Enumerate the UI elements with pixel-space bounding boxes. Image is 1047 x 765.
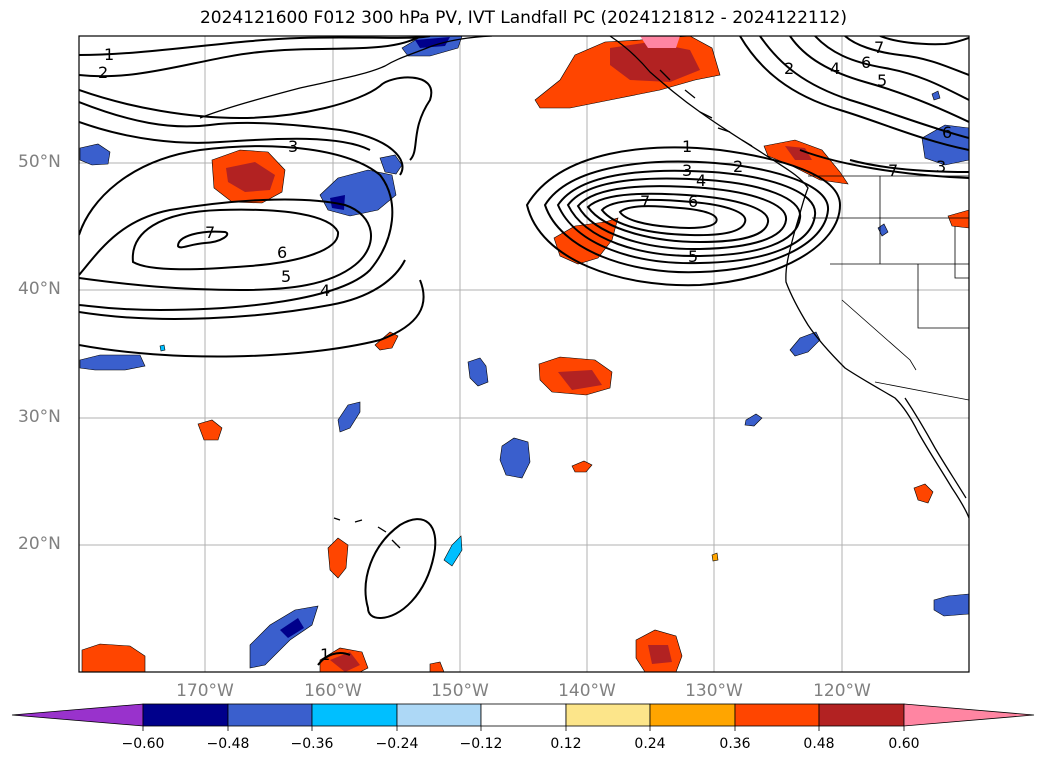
colorbar-tick: 0.12: [550, 736, 582, 752]
contour-label: 7: [888, 161, 898, 180]
map-frame: [78, 35, 970, 673]
contour-label: 3: [936, 157, 946, 176]
lon-label-120w: 120°W: [813, 681, 871, 701]
lon-label-140w: 140°W: [558, 681, 616, 701]
colorbar-tick: −0.48: [206, 736, 250, 752]
borders: [808, 175, 969, 401]
colorbar-tick: 0.36: [719, 736, 751, 752]
colorbar-tick: 0.24: [634, 736, 666, 752]
colorbar-tick: −0.24: [375, 736, 419, 752]
contour-label: 1: [682, 137, 692, 156]
lon-label-130w: 130°W: [685, 681, 743, 701]
contour-label: 2: [98, 63, 108, 82]
coastlines: [199, 36, 969, 549]
map-title: 2024121600 F012 300 hPa PV, IVT Landfall…: [199, 8, 847, 28]
contour-label: 7: [874, 38, 884, 57]
lon-label-170w: 170°W: [176, 681, 234, 701]
contour-label: 2: [784, 59, 794, 78]
colorbar: [11, 703, 1035, 731]
contour-label: 6: [688, 192, 698, 211]
pv-contours-east: [525, 146, 842, 287]
contour-label: 6: [942, 123, 952, 142]
lat-label-20n: 20°N: [18, 534, 61, 554]
contour-label: 4: [320, 281, 330, 300]
contour-label: 2: [733, 157, 743, 176]
contour-label: 7: [640, 192, 650, 211]
colorbar-tick: −0.12: [459, 736, 503, 752]
lat-label-40n: 40°N: [18, 279, 61, 299]
gridlines: [79, 36, 969, 672]
lon-label-150w: 150°W: [431, 681, 489, 701]
colorbar-tick: −0.36: [290, 736, 334, 752]
contour-label: 7: [205, 223, 215, 242]
colorbar-tick: 0.60: [888, 736, 920, 752]
contour-label: 5: [281, 267, 291, 286]
contour-label: 1: [320, 645, 330, 664]
colorbar-tick: −0.60: [121, 736, 165, 752]
contour-label: 1: [104, 45, 114, 64]
lon-label-160w: 160°W: [304, 681, 362, 701]
contour-label: 6: [861, 53, 871, 72]
pv-contours-south: [317, 518, 437, 666]
pv-contours-west: [79, 36, 433, 358]
contour-label: 6: [277, 243, 287, 262]
contour-label: 3: [682, 161, 692, 180]
colorbar-tick: 0.48: [803, 736, 835, 752]
lat-label-30n: 30°N: [18, 407, 61, 427]
negative-anomaly-patches: [79, 36, 969, 669]
contour-label: 5: [877, 71, 887, 90]
positive-anomaly-patches: [81, 36, 969, 672]
pv-contours-northeast: [739, 36, 969, 179]
contour-label: 4: [696, 171, 706, 190]
contour-label: 5: [688, 247, 698, 266]
contour-label: 4: [830, 59, 840, 78]
lat-label-50n: 50°N: [18, 152, 61, 172]
contour-label: 3: [288, 137, 298, 156]
